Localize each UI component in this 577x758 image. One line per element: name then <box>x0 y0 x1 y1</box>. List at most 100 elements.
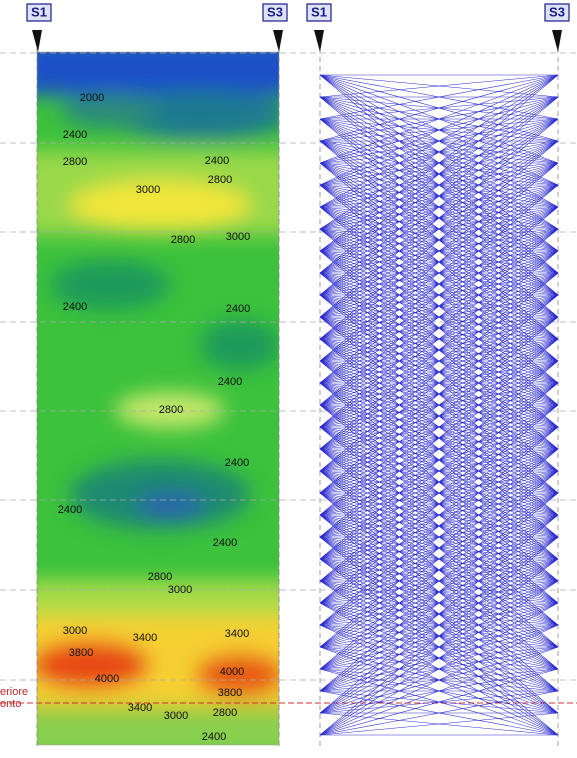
ray <box>319 426 559 604</box>
contour-label: 2400 <box>225 457 249 469</box>
ray <box>319 536 559 714</box>
ray <box>319 250 559 450</box>
borehole-label: S3 <box>267 4 283 19</box>
ray <box>319 316 559 516</box>
ray <box>319 294 559 472</box>
ray <box>319 74 559 120</box>
ray <box>319 646 559 736</box>
contour-label: 2800 <box>208 174 232 186</box>
borehole-tag <box>262 3 288 22</box>
ray <box>319 96 559 274</box>
contour-label: 2400 <box>63 301 87 313</box>
ray <box>319 118 559 318</box>
ray <box>319 624 559 736</box>
ray <box>319 514 559 692</box>
ray <box>319 514 559 714</box>
ray <box>319 118 559 296</box>
ray <box>319 184 559 362</box>
ray <box>319 448 559 648</box>
contour-label: 4000 <box>95 673 119 685</box>
ray <box>319 74 559 208</box>
contour-label: 3400 <box>128 702 152 714</box>
velocity-field <box>37 52 279 745</box>
ray <box>319 96 559 296</box>
contour-label: 2400 <box>226 303 250 315</box>
contour-label: 2400 <box>218 376 242 388</box>
ray <box>319 162 559 362</box>
ray <box>319 404 559 604</box>
borehole-marker <box>314 30 324 52</box>
contour-label: 2400 <box>202 731 226 743</box>
ray <box>319 382 559 582</box>
ray-paths <box>319 74 559 736</box>
ray <box>319 250 559 428</box>
borehole-tag <box>306 3 332 22</box>
cutoff-label: onto <box>0 698 21 710</box>
contour-label: 2400 <box>58 504 82 516</box>
ray <box>319 492 559 670</box>
contour-label: 4000 <box>220 666 244 678</box>
ray <box>319 140 559 340</box>
ray <box>319 470 559 670</box>
contour-label: 2800 <box>171 234 195 246</box>
ray <box>319 338 559 538</box>
ray <box>319 140 559 318</box>
ray <box>319 426 559 626</box>
ray <box>319 690 559 736</box>
borehole-tag <box>544 3 570 22</box>
ray <box>319 338 559 516</box>
contour-label: 2400 <box>63 129 87 141</box>
borehole-marker <box>552 30 562 52</box>
contour-label: 2400 <box>205 155 229 167</box>
contour-label: 2800 <box>148 571 172 583</box>
ray <box>319 492 559 692</box>
ray <box>319 536 559 736</box>
borehole-tag <box>26 3 52 22</box>
ray <box>319 206 559 384</box>
borehole-label: S1 <box>31 4 47 19</box>
ray <box>319 382 559 560</box>
ray <box>319 74 559 274</box>
ray <box>319 712 559 736</box>
contour-label: 3000 <box>168 584 192 596</box>
ray <box>319 74 559 186</box>
ray <box>319 228 559 428</box>
contour-label: 3400 <box>133 632 157 644</box>
ray <box>319 294 559 494</box>
ray <box>319 668 559 736</box>
borehole-marker <box>273 30 283 52</box>
ray <box>319 206 559 406</box>
contour-label: 2400 <box>213 537 237 549</box>
contour-label: 3000 <box>164 710 188 722</box>
contour-label: 3800 <box>69 647 93 659</box>
ray <box>319 470 559 648</box>
ray <box>319 74 559 142</box>
contour-label: 2000 <box>80 92 104 104</box>
cutoff-label: eriore <box>0 686 28 698</box>
ray <box>319 74 559 230</box>
ray <box>319 580 559 736</box>
ray <box>319 184 559 384</box>
contour-label: 2800 <box>63 156 87 168</box>
ray <box>319 74 559 98</box>
ray <box>319 448 559 626</box>
ray <box>319 228 559 406</box>
ray <box>319 602 559 736</box>
contour-label: 2800 <box>213 707 237 719</box>
ray <box>319 272 559 472</box>
ray <box>319 404 559 582</box>
ray <box>319 272 559 450</box>
borehole-label: S3 <box>549 4 565 19</box>
ray <box>319 360 559 538</box>
ray <box>319 74 559 252</box>
contour-label: 3000 <box>226 231 250 243</box>
ray <box>319 360 559 560</box>
contour-label: 3800 <box>218 687 242 699</box>
borehole-marker <box>32 30 42 52</box>
contour-label: 3000 <box>63 625 87 637</box>
ray <box>319 316 559 494</box>
contour-label: 3400 <box>225 628 249 640</box>
borehole-label: S1 <box>311 4 327 19</box>
